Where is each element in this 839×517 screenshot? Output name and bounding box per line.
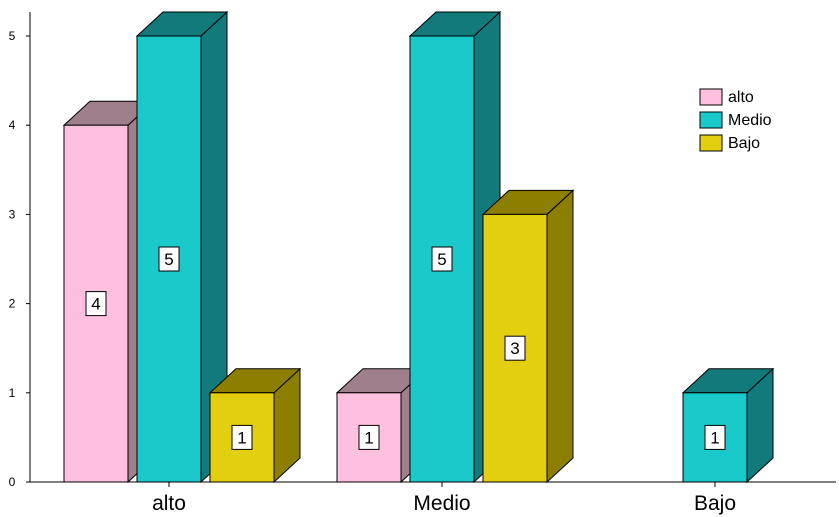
data-labels: 4 5 1 1 5 3 1 bbox=[85, 246, 726, 450]
data-label-text: 1 bbox=[237, 428, 246, 447]
legend-item: Medio bbox=[699, 111, 772, 129]
data-label-box bbox=[231, 424, 253, 450]
legend: alto Medio Bajo bbox=[699, 88, 772, 152]
y-tick-label: 3 bbox=[9, 207, 16, 221]
data-label-text: 1 bbox=[710, 428, 719, 447]
data-label-text: 4 bbox=[91, 295, 100, 314]
data-label: 5 bbox=[431, 246, 453, 272]
y-tick-label: 5 bbox=[9, 29, 16, 43]
data-label: 1 bbox=[231, 424, 253, 450]
data-label-box bbox=[358, 424, 380, 450]
bar bbox=[208, 367, 302, 484]
data-label-box bbox=[431, 246, 453, 272]
legend-item: alto bbox=[699, 88, 754, 106]
legend-item: Bajo bbox=[699, 134, 760, 152]
bars bbox=[62, 10, 775, 484]
data-label-text: 5 bbox=[164, 250, 173, 269]
data-label: 1 bbox=[704, 424, 726, 450]
bar-side-face bbox=[546, 189, 574, 484]
y-tick-label: 4 bbox=[9, 118, 16, 132]
y-tick-label: 1 bbox=[9, 386, 16, 400]
legend-swatch bbox=[699, 111, 723, 129]
y-tick-label: 0 bbox=[9, 475, 16, 489]
data-label-box bbox=[158, 246, 180, 272]
bar bbox=[681, 367, 775, 484]
legend-label: Bajo bbox=[728, 135, 760, 152]
data-label-box bbox=[504, 335, 526, 361]
data-label: 3 bbox=[504, 335, 526, 361]
data-label: 1 bbox=[358, 424, 380, 450]
legend-swatch bbox=[699, 88, 723, 106]
data-label-box bbox=[85, 291, 107, 317]
data-label-text: 5 bbox=[437, 250, 446, 269]
legend-label: alto bbox=[728, 89, 754, 106]
x-category-label: Bajo bbox=[694, 492, 736, 515]
data-label-text: 1 bbox=[364, 428, 373, 447]
x-category-label: alto bbox=[152, 492, 186, 515]
bar bbox=[481, 189, 575, 484]
data-label: 4 bbox=[85, 291, 107, 317]
data-label: 5 bbox=[158, 246, 180, 272]
data-label-box bbox=[704, 424, 726, 450]
x-category-label: Medio bbox=[413, 492, 470, 515]
y-tick-label: 2 bbox=[9, 297, 16, 311]
bar-front-face bbox=[209, 392, 275, 483]
legend-swatch bbox=[699, 134, 723, 152]
data-label-text: 3 bbox=[510, 339, 519, 358]
legend-label: Medio bbox=[728, 112, 772, 129]
